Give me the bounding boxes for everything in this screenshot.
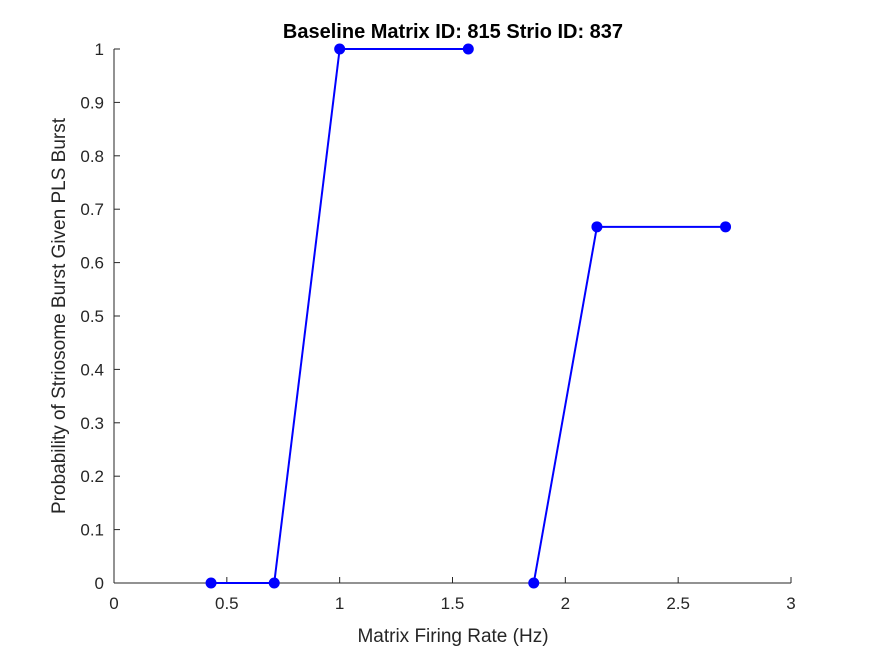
data-point	[205, 577, 217, 589]
series-line-segment	[532, 226, 598, 584]
series-line-segment	[273, 48, 341, 584]
data-point	[462, 43, 474, 55]
y-tick-label: 0.3	[80, 414, 104, 433]
y-tick-label: 0.8	[80, 147, 104, 166]
y-tick-label: 0.7	[80, 200, 104, 219]
y-tick-label: 0.5	[80, 307, 104, 326]
data-point	[591, 221, 603, 233]
data-point	[720, 221, 732, 233]
chart-title: Baseline Matrix ID: 815 Strio ID: 837	[283, 21, 623, 43]
y-axis-label: Probability of Striosome Burst Given PLS…	[49, 117, 70, 514]
y-tick-label: 0.2	[80, 467, 104, 486]
series-lines	[211, 48, 726, 584]
x-tick-label: 2.5	[666, 594, 690, 613]
tick-group: 0 0.5 1 1.5 2 2.5 3 0 0.1 0.2 0.3 0.4 0.5 0.6 0.7 0.8 0.…	[80, 40, 795, 613]
y-tick-label: 0	[95, 574, 104, 593]
y-tick-label: 0.6	[80, 254, 104, 273]
y-tick-label: 0.1	[80, 521, 104, 540]
x-axis-label: Matrix Firing Rate (Hz)	[357, 626, 548, 647]
x-tick-label: 0	[109, 594, 118, 613]
y-tick-label: 0.9	[80, 93, 104, 112]
x-tick-label: 1	[335, 594, 344, 613]
x-tick-label: 2	[561, 594, 570, 613]
x-tick-label: 0.5	[215, 594, 239, 613]
data-point	[528, 577, 540, 589]
y-tick-label: 1	[95, 40, 104, 59]
data-point	[268, 577, 280, 589]
x-tick-label: 3	[786, 594, 795, 613]
data-point	[334, 43, 346, 55]
series-points	[205, 43, 732, 589]
x-tick-label: 1.5	[441, 594, 465, 613]
y-tick-label: 0.4	[80, 360, 104, 379]
